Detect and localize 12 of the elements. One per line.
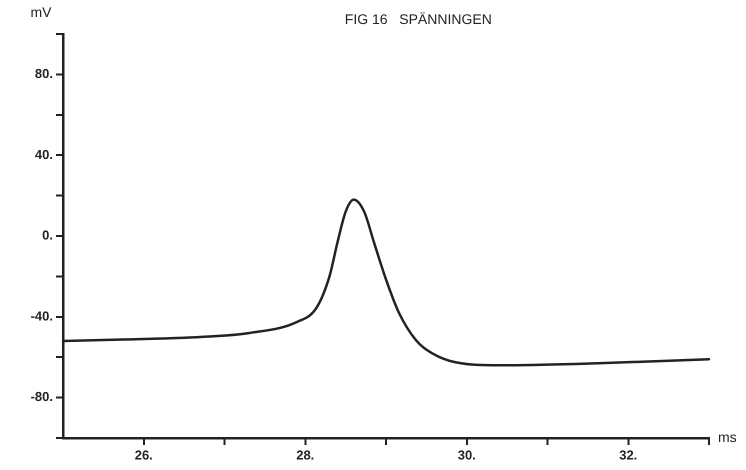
y-tick-label: -40. [30, 308, 53, 324]
y-tick-label: 40. [34, 146, 53, 162]
x-tick-label: 26. [134, 447, 153, 462]
y-tick-label: -80. [30, 389, 53, 404]
y-tick-label: 0. [42, 228, 53, 243]
y-tick-label: 80. [34, 66, 53, 81]
x-tick-label: 30. [458, 447, 476, 462]
y-axis-title: mV [30, 4, 52, 20]
chart-title: FIG 16 SPÄNNINGEN [344, 10, 492, 27]
x-axis-title: ms [718, 428, 737, 445]
x-tick-label: 32. [619, 447, 638, 462]
x-tick-label: 28. [296, 447, 314, 462]
